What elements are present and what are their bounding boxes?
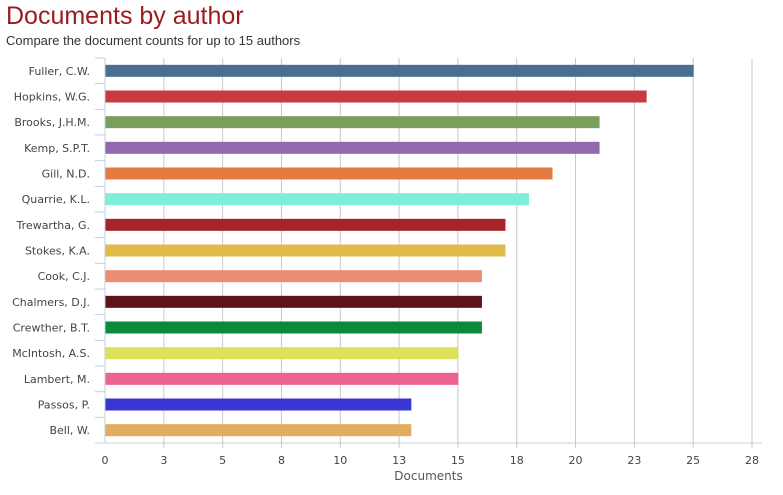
x-tick-label: 13 xyxy=(392,454,406,467)
bar xyxy=(105,270,482,283)
y-category-label: McIntosh, A.S. xyxy=(12,347,90,360)
y-category-label: Cook, C.J. xyxy=(38,270,90,283)
bar xyxy=(105,424,412,437)
x-tick-label: 10 xyxy=(333,454,347,467)
chart-title: Documents by author xyxy=(6,2,244,30)
bar xyxy=(105,218,506,231)
x-tick-label: 20 xyxy=(569,454,583,467)
bar xyxy=(105,116,600,129)
bar xyxy=(105,193,529,206)
y-category-label: Passos, P. xyxy=(38,399,90,412)
y-category-label: Brooks, J.H.M. xyxy=(14,116,90,129)
bar xyxy=(105,141,600,154)
bar xyxy=(105,321,482,334)
y-category-label: Gill, N.D. xyxy=(42,168,90,181)
y-category-label: Chalmers, D.J. xyxy=(12,296,90,309)
x-tick-label: 23 xyxy=(627,454,641,467)
bar xyxy=(105,244,506,257)
x-tick-label: 18 xyxy=(510,454,524,467)
x-tick-label: 25 xyxy=(686,454,700,467)
y-category-label: Crewther, B.T. xyxy=(13,322,90,335)
y-category-label: Lambert, M. xyxy=(24,373,90,386)
y-category-label: Trewartha, G. xyxy=(16,219,90,232)
bar xyxy=(105,64,694,77)
bar xyxy=(105,372,459,385)
y-category-label: Fuller, C.W. xyxy=(29,65,90,78)
x-tick-label: 3 xyxy=(160,454,167,467)
x-tick-label: 28 xyxy=(745,454,759,467)
x-tick-label: 15 xyxy=(451,454,465,467)
x-tick-label: 0 xyxy=(102,454,109,467)
y-category-label: Stokes, K.A. xyxy=(25,245,90,258)
y-category-label: Quarrie, K.L. xyxy=(22,193,90,206)
bar xyxy=(105,167,553,180)
x-tick-label: 5 xyxy=(219,454,226,467)
x-tick-label: 8 xyxy=(278,454,285,467)
bar xyxy=(105,90,647,103)
y-category-label: Bell, W. xyxy=(49,424,90,437)
bar xyxy=(105,398,412,411)
y-category-label: Hopkins, W.G. xyxy=(14,91,90,104)
chart-subtitle: Compare the document counts for up to 15… xyxy=(6,33,301,48)
y-category-label: Kemp, S.P.T. xyxy=(24,142,90,155)
bar xyxy=(105,295,482,308)
x-axis-title: Documents xyxy=(394,469,462,483)
bar xyxy=(105,347,459,360)
